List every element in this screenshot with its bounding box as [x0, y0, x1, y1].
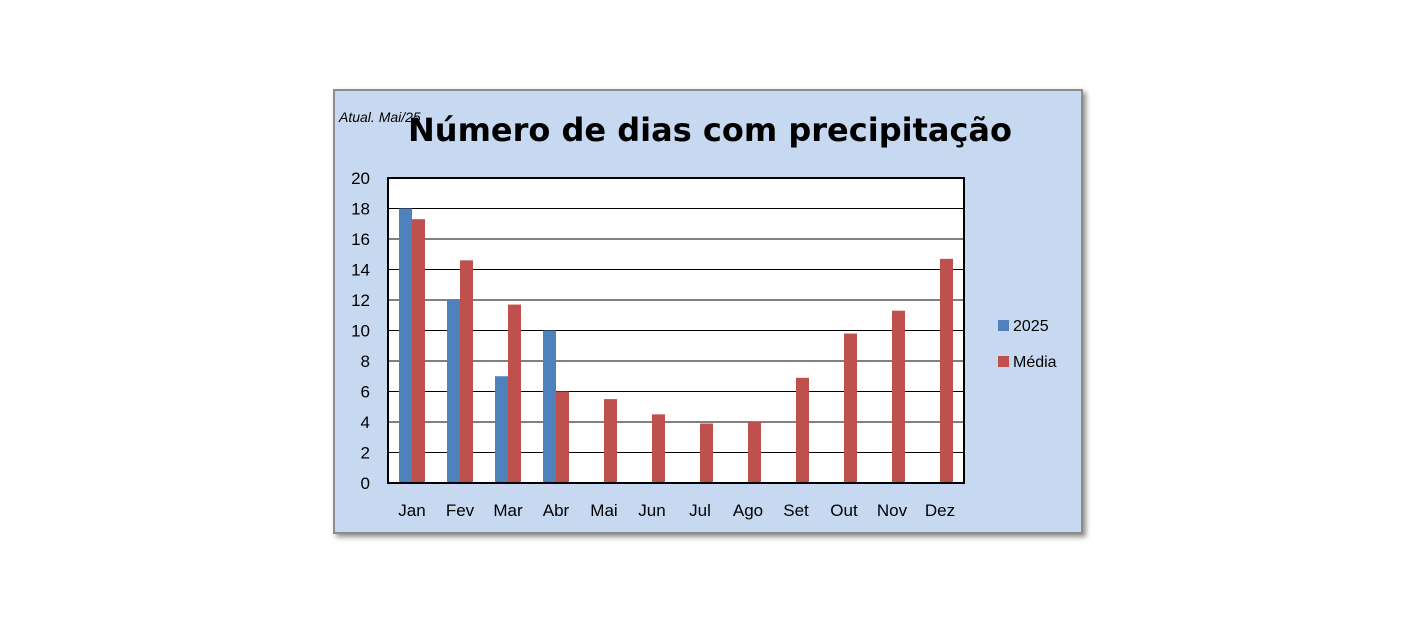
bar-m-dia [700, 423, 713, 483]
bar-2025 [495, 376, 508, 483]
x-tick-label: Jan [398, 501, 425, 520]
y-tick-label: 20 [351, 169, 370, 188]
bar-m-dia [844, 333, 857, 483]
bar-m-dia [748, 422, 761, 483]
bar-2025 [399, 208, 412, 483]
y-tick-label: 0 [361, 474, 370, 493]
chart-area: Atual. Mai/25 Número de dias com precipi… [333, 89, 1083, 534]
legend-label: 2025 [1013, 318, 1049, 335]
y-tick-label: 12 [351, 291, 370, 310]
update-note: Atual. Mai/25 [338, 109, 421, 125]
x-tick-label: Abr [543, 501, 570, 520]
x-tick-label: Mar [493, 501, 523, 520]
plot-border [387, 177, 965, 484]
y-tick-label: 4 [361, 413, 370, 432]
bar-m-dia [940, 258, 953, 483]
x-tick-label: Fev [446, 501, 475, 520]
x-tick-label: Jun [638, 501, 665, 520]
chart-title: Número de dias com precipitação [408, 111, 1012, 149]
x-tick-label: Dez [925, 501, 955, 520]
legend: 2025 Média [998, 318, 1057, 371]
y-tick-label: 16 [351, 230, 370, 249]
plot-area: 0 2 4 6 8 10 12 14 16 18 20 Jan Fev Mar Abr Mai Jun Jul Ag… [351, 169, 965, 520]
x-tick-label: Ago [733, 501, 763, 520]
y-tick-label: 14 [351, 261, 370, 280]
x-tick-label: Set [783, 501, 809, 520]
legend-label: Média [1013, 354, 1057, 371]
legend-swatch [998, 356, 1009, 367]
bar-m-dia [604, 399, 617, 483]
y-tick-label: 2 [361, 444, 370, 463]
y-tick-label: 8 [361, 352, 370, 371]
bar-m-dia [412, 219, 425, 484]
bar-m-dia [460, 260, 473, 483]
x-tick-label: Jul [689, 501, 711, 520]
legend-swatch [998, 320, 1009, 331]
bar-m-dia [652, 414, 665, 483]
x-tick-label: Nov [877, 501, 908, 520]
bar-2025 [543, 330, 556, 483]
bar-m-dia [556, 391, 569, 483]
bar-m-dia [508, 304, 521, 483]
bar-chart: Atual. Mai/25 Número de dias com precipi… [338, 109, 1057, 520]
bar-m-dia [796, 377, 809, 483]
bar-2025 [447, 300, 460, 483]
x-tick-label: Mai [590, 501, 617, 520]
y-tick-label: 18 [351, 200, 370, 219]
y-tick-label: 10 [351, 322, 370, 341]
bar-m-dia [892, 310, 905, 483]
y-tick-label: 6 [361, 383, 370, 402]
x-tick-label: Out [830, 501, 858, 520]
